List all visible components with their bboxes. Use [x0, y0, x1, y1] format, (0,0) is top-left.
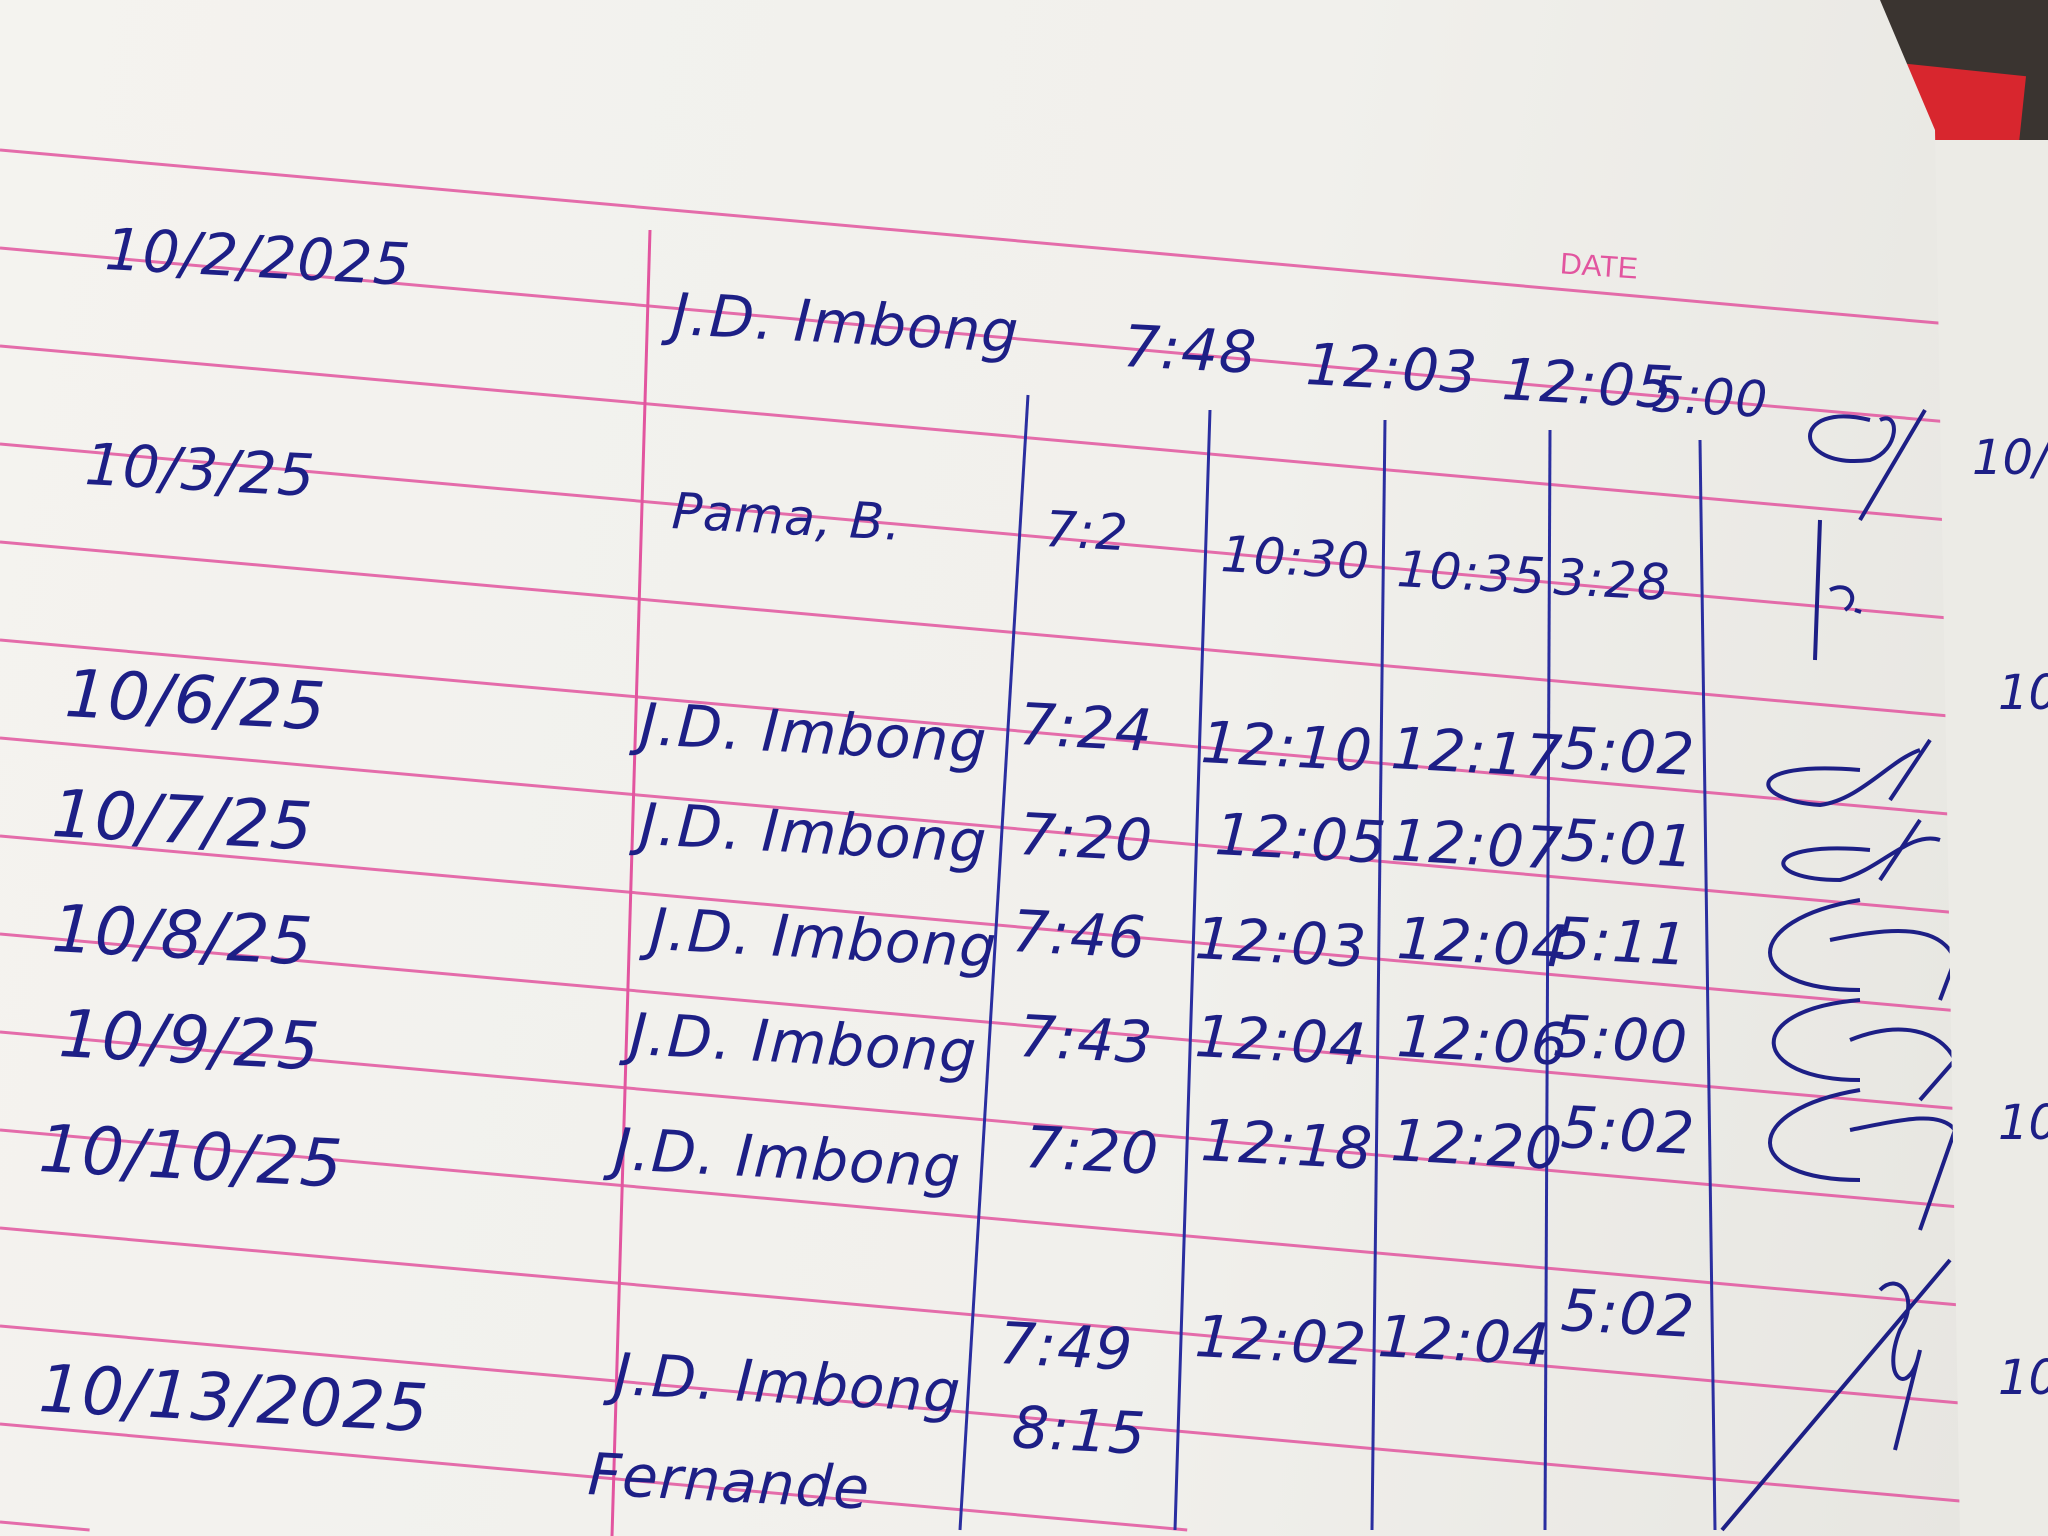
facing-page-fragment: 10 [1998, 1350, 2048, 1406]
ruled-line [0, 1520, 90, 1532]
signature-icon [1768, 898, 1958, 1001]
page-rulings [0, 148, 1960, 1536]
signature-icon [1771, 998, 1958, 1102]
ruled-line [0, 344, 1960, 523]
ruled-line [0, 1324, 1960, 1503]
column-divider [1543, 429, 1552, 1531]
ruled-line [0, 1226, 1960, 1405]
ruled-line [0, 736, 1960, 915]
signature-icon [1766, 738, 1932, 808]
signature-icon [1720, 1258, 1952, 1532]
facing-page-fragment: 10/ [1972, 430, 2048, 486]
ruled-line [0, 148, 1960, 327]
column-divider [1173, 409, 1212, 1531]
ruled-line [0, 1030, 1960, 1209]
ruled-line [0, 540, 1960, 719]
ruled-line [0, 834, 1960, 1013]
ruled-line [0, 442, 1960, 621]
logbook-page: DATE 10/2/2025 J.D. Imbong 7:48 12:03 12… [0, 0, 1960, 1536]
signature-icon [1813, 519, 1862, 661]
signature-icon [1768, 1088, 1958, 1231]
ruled-line [0, 638, 1960, 817]
ruled-line [0, 932, 1960, 1111]
column-divider [1370, 419, 1387, 1531]
signature-icon [1808, 408, 1927, 522]
facing-page-fragment: 10 [1998, 665, 2048, 721]
facing-page-fragment: 10 [1998, 1095, 2048, 1151]
signature-icon [1781, 818, 1941, 883]
margin-line [610, 229, 652, 1536]
column-divider [958, 394, 1030, 1531]
signatures [1720, 408, 1958, 1532]
ruled-line [0, 1422, 1188, 1532]
ruled-line [0, 246, 1960, 425]
column-divider [1698, 439, 1717, 1531]
